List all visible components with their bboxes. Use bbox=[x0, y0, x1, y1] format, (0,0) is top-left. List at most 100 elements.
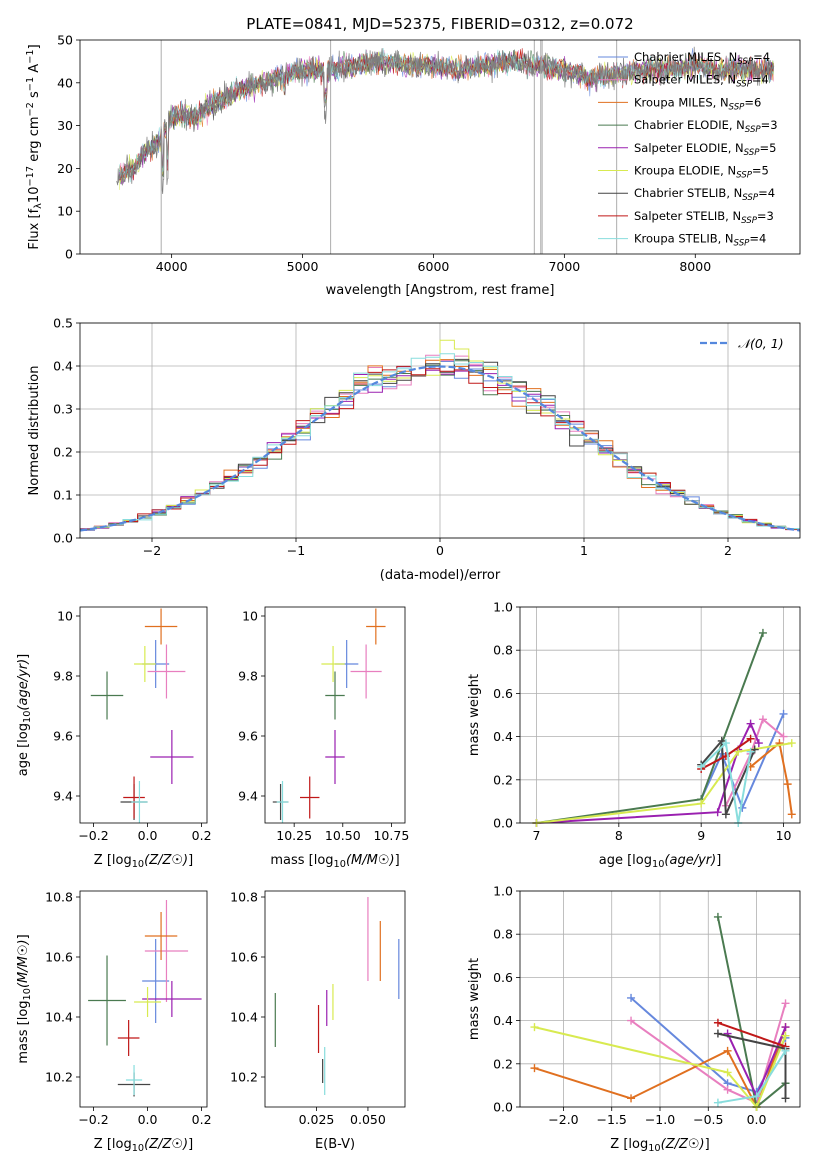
x-tick-label: 10.25 bbox=[276, 828, 312, 843]
label-part: =3 bbox=[761, 118, 778, 132]
x-tick-label: 8 bbox=[615, 828, 623, 843]
label-part: Kroupa STELIB, N bbox=[634, 232, 734, 246]
weight-marker bbox=[723, 1046, 732, 1055]
weight-marker bbox=[530, 1023, 539, 1032]
weight-marker bbox=[721, 739, 730, 748]
label-part: 10 bbox=[132, 1143, 144, 1154]
weight-line-9 bbox=[700, 741, 752, 824]
label-part: SSP bbox=[736, 80, 753, 90]
y-tick-label: 20 bbox=[57, 161, 73, 176]
label-part: (Z/Z☉) bbox=[144, 853, 188, 868]
label-part: Salpeter STELIB, N bbox=[634, 209, 741, 223]
x-axis-label: (data-model)/error bbox=[380, 568, 501, 583]
y-axis-label: Normed distribution bbox=[27, 366, 42, 496]
label-part: (age/yr) bbox=[16, 659, 31, 711]
y-tick-label: 0.6 bbox=[493, 970, 513, 985]
y-tick-label: 0.2 bbox=[53, 445, 73, 460]
weight-marker bbox=[713, 1029, 722, 1038]
label-part: (Z/Z☉) bbox=[661, 1137, 705, 1152]
weight-marker bbox=[781, 1031, 790, 1040]
y-tick-label: 10.4 bbox=[45, 1010, 73, 1025]
weight-line-2 bbox=[630, 1003, 787, 1105]
y-axis-label: Flux [fλ10−17 erg cm−2 s−1 A−1] bbox=[25, 44, 44, 249]
x-tick-label: −0.2 bbox=[78, 1112, 108, 1127]
x-axis-label: Z [log10(Z/Z☉)] bbox=[94, 1137, 193, 1154]
x-tick-label: 1 bbox=[580, 543, 588, 558]
label-part: ] bbox=[27, 44, 42, 49]
panels: 4000 5000 6000 7000 800001020304050wavelengt… bbox=[16, 33, 801, 1154]
label-part: (data-model)/error bbox=[380, 568, 501, 583]
label-part: 10 bbox=[22, 988, 33, 1000]
weight-marker bbox=[754, 739, 763, 748]
weight-marker bbox=[746, 734, 755, 743]
y-tick-label: 0.1 bbox=[53, 488, 73, 503]
weight-marker bbox=[697, 762, 706, 771]
legend-entry-9: Kroupa STELIB, NSSP=4 bbox=[634, 232, 766, 249]
label-part: (age/yr) bbox=[664, 853, 716, 868]
x-tick-label: −2.0 bbox=[548, 1112, 578, 1127]
axes-frame bbox=[519, 606, 801, 824]
x-tick-label: 10.75 bbox=[373, 828, 409, 843]
x-axis-label: age [log10(age/yr)] bbox=[599, 853, 722, 870]
axes-frame bbox=[79, 322, 801, 539]
label-part: (M/M☉) bbox=[16, 939, 31, 988]
y-tick-label: 0.2 bbox=[493, 772, 513, 787]
y-axis-label: mass [log10(M/M☉)] bbox=[16, 934, 33, 1063]
weight-marker bbox=[713, 1018, 722, 1027]
weight-marker bbox=[723, 1085, 732, 1094]
spectrum-data-line bbox=[116, 46, 775, 195]
legend-entry-7: Chabrier STELIB, NSSP=4 bbox=[634, 186, 775, 203]
axes-frame bbox=[79, 606, 208, 824]
x-axis-label: Z [log10(Z/Z☉)] bbox=[610, 1137, 709, 1154]
y-tick-label: 0.4 bbox=[493, 729, 513, 744]
weight-marker bbox=[713, 912, 722, 921]
label-part: mass weight bbox=[467, 674, 482, 756]
label-part: erg cm bbox=[27, 116, 42, 165]
x-tick-label: 4000 bbox=[156, 259, 188, 274]
label-part: 10 bbox=[648, 1143, 660, 1154]
label-part: =4 bbox=[749, 232, 766, 246]
y-tick-label: 10.8 bbox=[230, 890, 258, 905]
weight-marker bbox=[734, 747, 743, 756]
label-part: Z [log bbox=[94, 1137, 132, 1152]
x-tick-label: −0.2 bbox=[78, 828, 108, 843]
label-part: Chabrier ELODIE, N bbox=[634, 118, 745, 132]
label-part: =4 bbox=[753, 50, 770, 64]
weight-marker bbox=[758, 715, 767, 724]
label-part: 10 bbox=[334, 859, 346, 870]
legend-entry-4: Chabrier ELODIE, NSSP=3 bbox=[634, 118, 778, 135]
x-tick-label: 9 bbox=[697, 828, 705, 843]
label-part: Salpeter ELODIE, N bbox=[634, 141, 744, 155]
label-part: mass [log bbox=[16, 1000, 31, 1063]
label-part: ] bbox=[16, 654, 31, 659]
y-tick-label: 0.4 bbox=[53, 359, 73, 374]
weight-marker bbox=[627, 1094, 636, 1103]
weight-marker bbox=[721, 810, 730, 819]
weight-marker bbox=[627, 1016, 636, 1025]
y-tick-label: 0.6 bbox=[493, 686, 513, 701]
y-tick-label: 50 bbox=[57, 33, 73, 48]
normal-reference-curve bbox=[80, 365, 800, 532]
y-tick-label: 9.8 bbox=[238, 669, 258, 684]
weight-marker bbox=[781, 999, 790, 1008]
label-part: 10 bbox=[27, 187, 42, 204]
weight-marker bbox=[697, 799, 706, 808]
x-tick-label: 7000 bbox=[548, 259, 580, 274]
label-part: SSP bbox=[745, 125, 762, 135]
label-part: 10 bbox=[22, 711, 33, 723]
label-part: (Z/Z☉) bbox=[144, 1137, 188, 1152]
x-tick-label: −1.0 bbox=[645, 1112, 675, 1127]
x-tick-label: 0.2 bbox=[192, 1112, 212, 1127]
legend-entry-5: Salpeter ELODIE, NSSP=5 bbox=[634, 141, 776, 158]
panel-spectrum: 4000 5000 6000 7000 8000 0 10 20 30 40 50 wavelengt… bbox=[25, 33, 801, 298]
label-part: A bbox=[27, 64, 42, 77]
y-tick-label: 9.6 bbox=[53, 729, 73, 744]
label-part: age [log bbox=[16, 723, 31, 776]
weight-line-6 bbox=[536, 742, 792, 824]
weight-marker bbox=[787, 739, 796, 748]
y-tick-label: 10.4 bbox=[230, 1010, 258, 1025]
x-axis-label: Z [log10(Z/Z☉)] bbox=[94, 853, 193, 870]
label-part: SSP bbox=[734, 239, 751, 249]
y-tick-label: 0.0 bbox=[53, 531, 73, 546]
